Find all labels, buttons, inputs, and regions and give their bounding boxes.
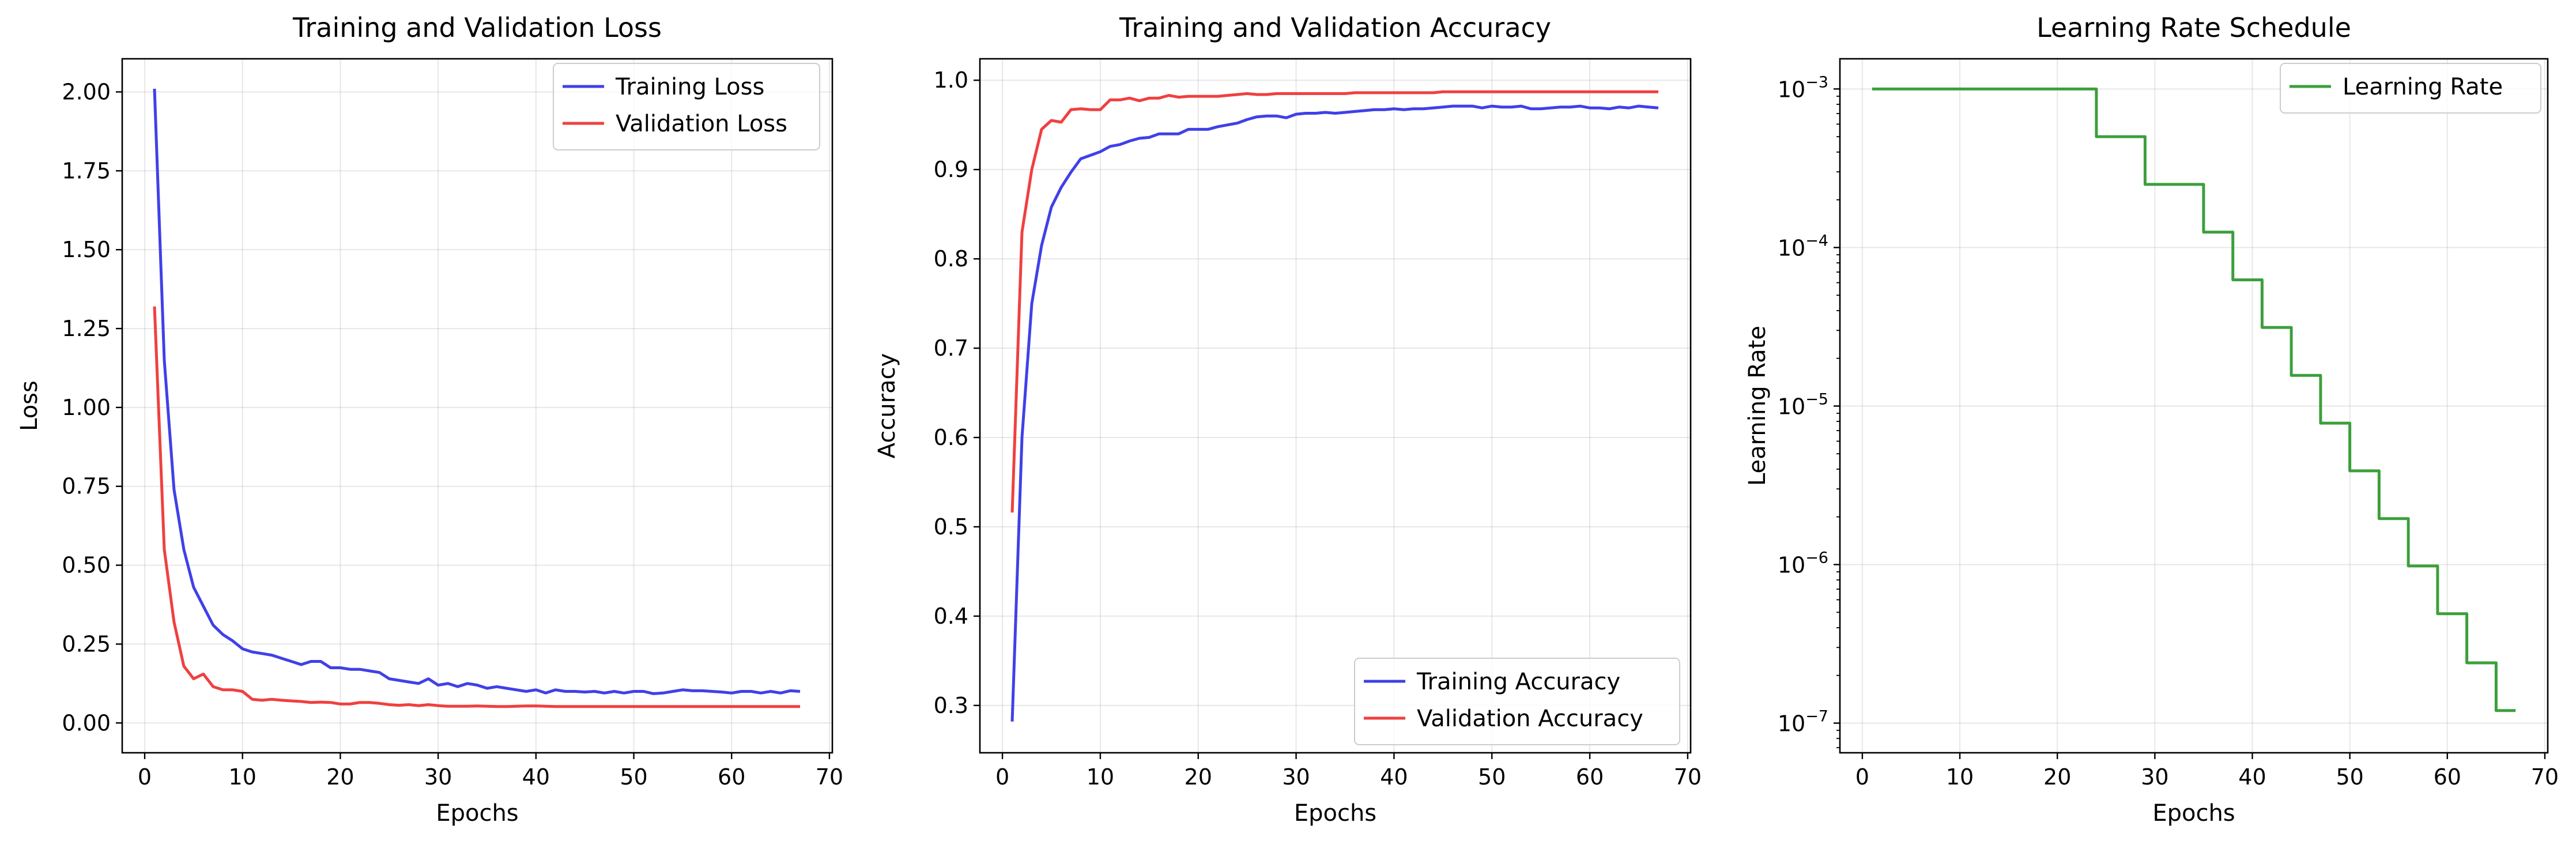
x-tick-label: 50 — [620, 764, 647, 790]
series-line-1 — [1010, 104, 1659, 722]
x-axis-label: Epochs — [1294, 800, 1376, 827]
x-axis-label: Epochs — [436, 800, 518, 827]
x-tick-label: 10 — [229, 764, 257, 790]
y-tick-label: 10−3 — [1778, 73, 1828, 102]
y-tick-label: 0.9 — [934, 157, 968, 182]
x-tick-label: 60 — [1576, 764, 1604, 790]
series-line-1 — [1872, 87, 2516, 712]
legend-box — [553, 63, 820, 150]
x-tick-label: 30 — [2141, 764, 2168, 790]
y-axis-label: Learning Rate — [1744, 326, 1771, 486]
x-tick-label: 60 — [718, 764, 745, 790]
x-tick-label: 50 — [1478, 764, 1506, 790]
panel-3: 0 10 20 30 40 50 60 70 10−7 10−6 10−5 10−4 10−3 Learn… — [1744, 12, 2559, 827]
y-tick-label: 0.3 — [934, 693, 968, 718]
x-tick-label: 10 — [1087, 764, 1114, 790]
y-axis-label: Accuracy — [874, 353, 900, 459]
y-tick-label: 1.25 — [62, 316, 111, 341]
y-tick-label: 0.4 — [934, 603, 968, 629]
y-tick-label: 0.8 — [934, 246, 968, 271]
chart-title: Training and Validation Loss — [292, 12, 662, 43]
y-tick-label: 1.0 — [934, 67, 968, 93]
x-tick-label: 40 — [1380, 764, 1408, 790]
series-line-2 — [153, 306, 800, 708]
axes-frame — [121, 58, 833, 754]
x-tick-label: 20 — [326, 764, 354, 790]
y-tick-label: 0.25 — [62, 631, 111, 657]
legend-label: Validation Loss — [616, 111, 787, 137]
axes-frame — [979, 58, 1692, 754]
legend-label: Training Loss — [615, 74, 764, 100]
y-tick-label: 10−7 — [1778, 708, 1828, 737]
y-tick-label: 10−5 — [1778, 390, 1828, 419]
y-axis-label: Loss — [16, 380, 43, 431]
legend-label: Validation Accuracy — [1417, 706, 1643, 732]
x-axis-label: Epochs — [2152, 800, 2235, 827]
y-tick-label: 0.75 — [62, 474, 111, 499]
legend-label: Learning Rate — [2343, 74, 2503, 100]
series-line-1 — [153, 88, 801, 695]
y-tick-label: 1.00 — [62, 395, 111, 420]
y-tick-label: 0.5 — [934, 514, 968, 540]
x-tick-label: 0 — [138, 764, 152, 790]
y-tick-label: 0.00 — [62, 710, 111, 735]
series-line-2 — [1010, 90, 1658, 513]
y-tick-label: 0.6 — [934, 425, 968, 450]
x-tick-label: 10 — [1946, 764, 1974, 790]
x-tick-label: 70 — [816, 764, 843, 790]
x-tick-label: 60 — [2434, 764, 2461, 790]
panel-2: 0 10 20 30 40 50 60 70 0.3 0.4 0.5 0.6 0.7 0.8 0.9 1.0 T… — [874, 12, 1702, 827]
x-tick-label: 0 — [995, 764, 1009, 790]
x-tick-label: 20 — [2043, 764, 2071, 790]
legend-box — [1354, 658, 1680, 745]
legend: Learning Rate — [2280, 63, 2541, 114]
y-tick-label: 2.00 — [62, 79, 111, 104]
y-tick-label: 10−4 — [1778, 232, 1828, 261]
y-tick-label: 0.50 — [62, 553, 111, 578]
legend-label: Training Accuracy — [1416, 669, 1620, 695]
legend: Training Accuracy Validation Accuracy — [1354, 658, 1680, 745]
x-tick-label: 50 — [2336, 764, 2363, 790]
x-tick-label: 40 — [522, 764, 550, 790]
x-tick-label: 70 — [2531, 764, 2559, 790]
x-tick-label: 0 — [1855, 764, 1869, 790]
x-tick-label: 70 — [1674, 764, 1702, 790]
y-tick-label: 0.7 — [934, 335, 968, 361]
chart-title: Learning Rate Schedule — [2036, 12, 2351, 43]
legend-box — [2280, 63, 2541, 114]
x-tick-label: 30 — [424, 764, 452, 790]
chart-title: Training and Validation Accuracy — [1119, 12, 1551, 43]
x-tick-label: 40 — [2238, 764, 2266, 790]
x-tick-label: 20 — [1185, 764, 1212, 790]
panel-1: 0 10 20 30 40 50 60 70 0.00 0.25 0.50 0.75 1.00 1.25 1… — [16, 12, 843, 827]
y-tick-label: 10−6 — [1778, 549, 1828, 578]
y-tick-label: 1.50 — [62, 237, 111, 262]
y-tick-label: 1.75 — [62, 158, 111, 183]
legend: Training Loss Validation Loss — [553, 63, 820, 150]
x-tick-label: 30 — [1282, 764, 1310, 790]
